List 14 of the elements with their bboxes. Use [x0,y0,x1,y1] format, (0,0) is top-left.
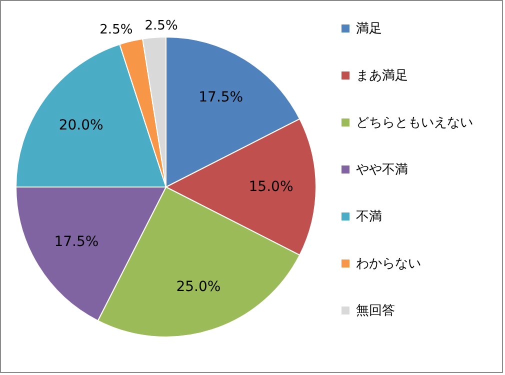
legend-label: 無回答 [356,304,395,318]
data-label: 2.5% [144,18,178,34]
data-label: 2.5% [100,22,133,38]
legend-label: わからない [356,256,421,272]
data-label: 20.0% [58,117,104,134]
legend-label: どちらともいえない [356,116,473,130]
legend-label: やや不満 [356,162,408,178]
data-label: 25.0% [176,278,221,295]
data-label: 17.5% [54,234,99,250]
legend-label: まあ満足 [356,68,408,84]
data-label: 15.0% [248,179,294,195]
data-label: 17.5% [198,89,244,106]
legend-label: 不満 [356,210,382,224]
legend-label: 満足 [356,22,382,36]
